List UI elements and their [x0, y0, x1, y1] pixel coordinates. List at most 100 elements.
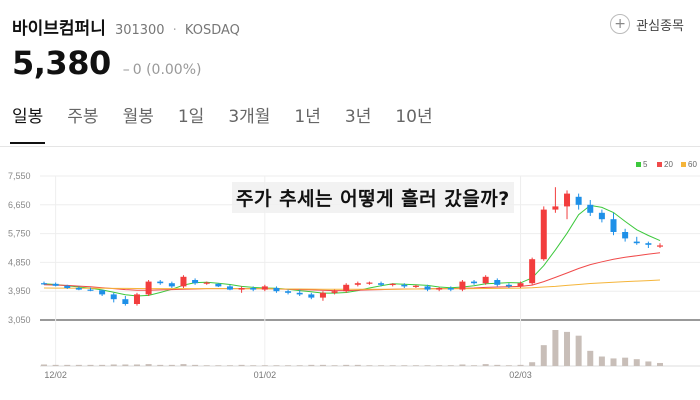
candle-body [424, 286, 431, 290]
x-tick-label: 02/03 [509, 370, 532, 380]
period-tabs: 일봉 주봉 월봉 1일 3개월 1년 3년 10년 [0, 104, 700, 144]
add-watchlist-button[interactable]: + 관심종목 [610, 14, 684, 34]
candle-body [273, 288, 280, 292]
volume-bar [319, 364, 326, 366]
tab-1day[interactable]: 1일 [177, 107, 205, 127]
candle-body [285, 291, 292, 293]
candle-body [633, 241, 640, 244]
candle-body [296, 292, 303, 295]
candle-body [41, 283, 47, 285]
candle-body [250, 288, 257, 290]
candle-body [401, 284, 408, 287]
volume-bar [366, 365, 373, 366]
y-tick-label: 3,950 [8, 286, 31, 296]
ma5-line [43, 204, 661, 297]
candle-body [598, 212, 605, 220]
candle-body [494, 280, 501, 285]
legend-swatch [657, 162, 662, 167]
stock-code: 301300 [114, 23, 165, 38]
candle-body [389, 283, 396, 286]
tab-3year[interactable]: 3년 [344, 107, 372, 127]
y-tick-label: 4,850 [8, 257, 31, 267]
candle-body [308, 294, 315, 298]
plus-circle-icon: + [610, 14, 631, 34]
volume-bar [157, 364, 164, 366]
x-tick-label: 12/02 [44, 370, 67, 380]
candle-body [192, 280, 199, 284]
candle-body [447, 288, 454, 290]
volume-bar [378, 365, 385, 366]
volume-bar [540, 345, 547, 366]
legend-label-60: 60 [688, 160, 697, 169]
volume-bar [226, 365, 233, 366]
volume-bar [471, 365, 478, 366]
tab-3month[interactable]: 3개월 [228, 107, 271, 127]
volume-bar [133, 364, 140, 366]
price-chart[interactable]: 7,550 6,650 5,750 4,850 3,950 3,050 12/02 01/02… [0, 152, 700, 400]
price-change: –0 (0.00%) [123, 62, 202, 78]
candle-body [238, 288, 245, 290]
tab-weekly[interactable]: 주봉 [67, 107, 99, 127]
volume-bar [633, 359, 640, 366]
candle-body [645, 243, 652, 245]
legend-swatch [636, 162, 641, 167]
volume-bar [529, 362, 536, 366]
tab-daily[interactable]: 일봉 [0, 104, 55, 144]
volume-bar [203, 365, 210, 366]
candle-body [459, 281, 466, 290]
separator-dot: · [172, 23, 177, 38]
candle-body [64, 285, 71, 288]
volume-bar [331, 365, 338, 366]
candle-body [505, 284, 512, 287]
volume-bar [482, 364, 489, 366]
stock-name: 바이브컴퍼니 [12, 19, 106, 39]
candle-body [110, 294, 117, 300]
candle-body [122, 299, 129, 304]
candle-body [319, 292, 326, 298]
candle-body [168, 283, 175, 287]
x-tick-label: 01/02 [254, 370, 277, 380]
legend-label-5: 5 [643, 160, 648, 169]
volume-bar [598, 356, 605, 366]
candle-body [157, 281, 164, 284]
volume-bar [517, 364, 524, 366]
candle-body [226, 286, 233, 290]
candle-body [564, 193, 571, 207]
tab-monthly[interactable]: 월봉 [122, 107, 154, 127]
candle-body [436, 288, 443, 290]
candle-body [366, 282, 373, 284]
candle-body [529, 259, 536, 284]
volume-bar [622, 357, 629, 366]
candle-body [378, 283, 385, 285]
current-price: 5,380 [12, 44, 111, 82]
tab-1year[interactable]: 1년 [294, 107, 321, 127]
candle-body [203, 282, 210, 284]
y-tick-label: 7,550 [8, 171, 31, 181]
volume-bar [494, 364, 501, 366]
volume-bar [424, 365, 431, 366]
candle-body [657, 245, 663, 247]
volume-bar [354, 364, 361, 366]
volume-bar [552, 330, 559, 366]
volume-bar [75, 364, 82, 366]
candle-body [75, 288, 82, 290]
candle-body [610, 219, 617, 232]
candle-body [215, 283, 222, 287]
volume-bar [657, 362, 663, 366]
volume-bar [564, 331, 571, 366]
volume-bar [180, 364, 187, 366]
tabs-divider [0, 146, 700, 147]
candle-body [180, 276, 187, 287]
volume-bar [192, 364, 199, 366]
candle-body [52, 283, 59, 286]
price-change-value: 0 (0.00%) [132, 62, 202, 78]
volume-bar [238, 364, 245, 366]
stock-header: 바이브컴퍼니 301300 · KOSDAQ + 관심종목 [12, 14, 692, 39]
candle-body [99, 290, 106, 295]
candle-body [471, 281, 478, 284]
candle-body [482, 276, 489, 284]
tab-10year[interactable]: 10년 [395, 107, 433, 127]
volume-bar [215, 365, 222, 366]
volume-bar [261, 365, 268, 366]
volume-bar [436, 365, 443, 366]
